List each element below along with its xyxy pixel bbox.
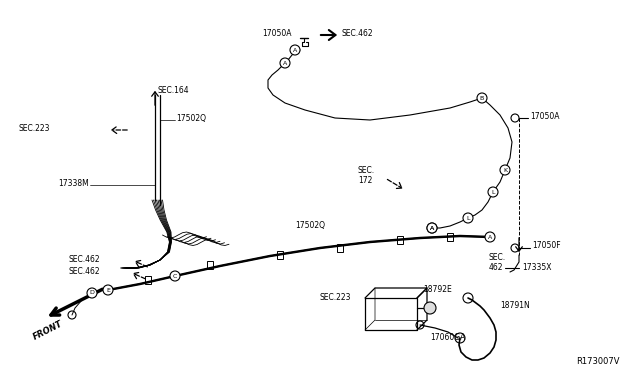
Text: 17050F: 17050F bbox=[532, 241, 561, 250]
Text: A: A bbox=[293, 48, 297, 52]
Text: A: A bbox=[283, 61, 287, 65]
Bar bbox=[277, 251, 283, 259]
Text: L: L bbox=[467, 215, 470, 221]
Text: 18791N: 18791N bbox=[500, 301, 530, 310]
Text: SEC.462: SEC.462 bbox=[68, 256, 100, 264]
Text: SEC.: SEC. bbox=[489, 253, 506, 263]
Text: 17060GA: 17060GA bbox=[430, 333, 465, 341]
Bar bbox=[397, 236, 403, 244]
Text: 17502Q: 17502Q bbox=[295, 221, 325, 230]
Text: SEC.462: SEC.462 bbox=[342, 29, 374, 38]
Text: E: E bbox=[106, 288, 110, 292]
Circle shape bbox=[280, 58, 290, 68]
Bar bbox=[145, 276, 151, 284]
Circle shape bbox=[87, 288, 97, 298]
Circle shape bbox=[477, 93, 487, 103]
Bar bbox=[337, 244, 343, 252]
Circle shape bbox=[500, 165, 510, 175]
Circle shape bbox=[103, 285, 113, 295]
Text: SEC.: SEC. bbox=[358, 166, 375, 174]
Text: 172: 172 bbox=[358, 176, 372, 185]
Text: A: A bbox=[430, 225, 434, 231]
Text: R173007V: R173007V bbox=[577, 357, 620, 366]
Text: SEC.223: SEC.223 bbox=[18, 124, 49, 132]
Text: 17050A: 17050A bbox=[262, 29, 291, 38]
Text: FRONT: FRONT bbox=[31, 319, 65, 341]
Circle shape bbox=[290, 45, 300, 55]
Text: 462: 462 bbox=[489, 263, 504, 273]
Text: SEC.462: SEC.462 bbox=[68, 267, 100, 276]
Circle shape bbox=[427, 223, 437, 233]
Text: SEC.164: SEC.164 bbox=[158, 86, 189, 94]
Circle shape bbox=[488, 187, 498, 197]
Text: B: B bbox=[480, 96, 484, 100]
Text: 17502Q: 17502Q bbox=[176, 113, 206, 122]
Text: K: K bbox=[503, 167, 507, 173]
Text: A: A bbox=[430, 225, 434, 231]
Text: 17335X: 17335X bbox=[522, 263, 552, 273]
Bar bbox=[447, 233, 453, 241]
Text: SEC.223: SEC.223 bbox=[320, 294, 351, 302]
Circle shape bbox=[485, 232, 495, 242]
Text: C: C bbox=[173, 273, 177, 279]
Text: 18792E: 18792E bbox=[423, 285, 452, 295]
Circle shape bbox=[170, 271, 180, 281]
Circle shape bbox=[427, 223, 437, 233]
Bar bbox=[207, 261, 213, 269]
Text: 17338M: 17338M bbox=[58, 179, 89, 187]
Text: L: L bbox=[492, 189, 495, 195]
Text: 17050A: 17050A bbox=[530, 112, 559, 121]
Text: D: D bbox=[90, 291, 95, 295]
Text: A: A bbox=[488, 234, 492, 240]
Circle shape bbox=[463, 213, 473, 223]
Circle shape bbox=[424, 302, 436, 314]
